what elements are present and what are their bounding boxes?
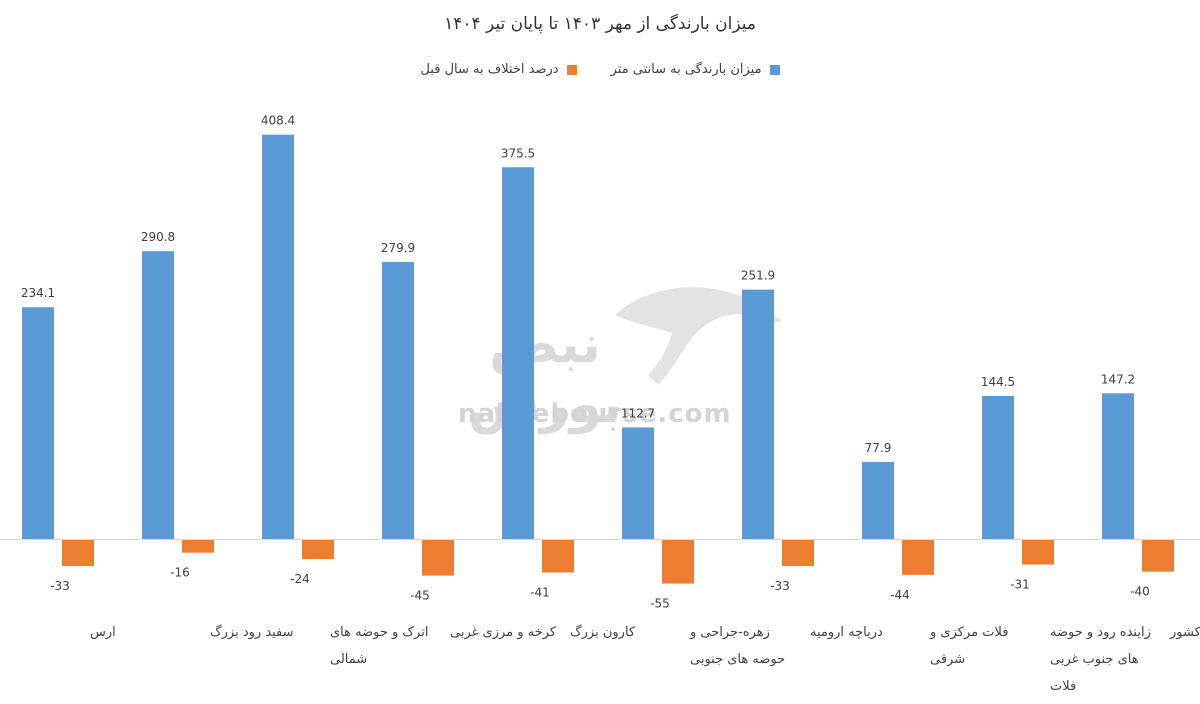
- category-label-3-line-0: کرخه و مرزی غربی: [450, 625, 557, 640]
- data-label-change-7: -44: [890, 588, 910, 602]
- data-label-change-4: -41: [530, 585, 550, 599]
- category-label-9-line-0: کشور: [1169, 625, 1200, 640]
- bar-change-4: [542, 540, 574, 573]
- category-label-8-line-1: های جنوب غربی: [1050, 652, 1139, 667]
- legend-item-rainfall: میزان بارندگی به سانتی متر: [611, 62, 780, 77]
- bar-change-0: [62, 540, 94, 567]
- category-label-2-line-1: شمالی: [330, 652, 367, 667]
- legend-label-rainfall: میزان بارندگی به سانتی متر: [610, 62, 762, 77]
- category-label-8-line-2: فلات: [1050, 679, 1076, 694]
- bar-change-9: [1142, 540, 1174, 572]
- category-label-7-line-1: شرقی: [930, 652, 965, 667]
- legend-label-change: درصد اختلاف به سال قبل: [420, 62, 559, 77]
- data-label-change-0: -33: [50, 579, 70, 593]
- bar-rainfall-0: [22, 307, 54, 539]
- category-label-7-line-0: فلات مرکزی و: [929, 625, 1008, 640]
- bar-rainfall-6: [742, 289, 774, 539]
- bar-rainfall-8: [982, 395, 1014, 539]
- category-label-6-line-0: دریاچه ارومیه: [810, 625, 883, 640]
- category-label-5-line-0: زهره-جراحی و: [689, 625, 770, 640]
- bar-rainfall-9: [1102, 393, 1134, 539]
- category-label-1-line-0: سفید رود بزرگ: [210, 623, 294, 640]
- bar-change-5: [662, 540, 694, 584]
- bar-rainfall-2: [262, 134, 294, 539]
- bar-rainfall-1: [142, 251, 174, 539]
- category-label-2-line-0: اترک و حوضه های: [330, 625, 428, 640]
- data-label-rainfall-6: 251.9: [741, 269, 775, 283]
- bar-rainfall-7: [862, 461, 894, 539]
- data-label-rainfall-1: 290.8: [141, 230, 175, 244]
- data-label-rainfall-3: 279.9: [381, 241, 415, 255]
- bar-rainfall-3: [382, 261, 414, 539]
- data-label-change-2: -24: [290, 572, 310, 586]
- chart-title: میزان بارندگی از مهر ۱۴۰۳ تا پایان تیر ۱…: [444, 14, 756, 34]
- data-label-change-6: -33: [770, 579, 790, 593]
- bar-change-2: [302, 540, 334, 560]
- bar-change-8: [1022, 540, 1054, 565]
- bar-change-1: [182, 540, 214, 553]
- category-label-8-line-0: زاینده رود و حوضه: [1050, 625, 1151, 640]
- legend-swatch-rainfall: [769, 64, 780, 75]
- legend-swatch-change: [566, 64, 577, 75]
- data-label-rainfall-8: 144.5: [981, 375, 1015, 389]
- data-label-change-3: -45: [410, 589, 430, 603]
- data-label-rainfall-7: 77.9: [865, 441, 892, 455]
- chart-legend: میزان بارندگی به سانتی متر درصد اختلاف ب…: [0, 62, 1200, 77]
- data-label-rainfall-2: 408.4: [261, 114, 295, 128]
- data-label-change-8: -31: [1010, 578, 1030, 592]
- bar-change-7: [902, 540, 934, 575]
- legend-item-change: درصد اختلاف به سال قبل: [420, 62, 577, 77]
- bar-change-6: [782, 540, 814, 567]
- bar-change-3: [422, 540, 454, 576]
- category-label-0-line-0: ارس: [90, 625, 116, 640]
- data-label-rainfall-5: 112.7: [621, 406, 655, 420]
- bar-rainfall-5: [622, 427, 654, 539]
- data-label-rainfall-0: 234.1: [21, 286, 55, 300]
- category-label-5-line-1: حوضه های جنوبی: [690, 652, 785, 667]
- category-label-4-line-0: کارون بزرگ: [570, 623, 636, 640]
- data-label-rainfall-4: 375.5: [501, 146, 535, 160]
- data-label-change-1: -16: [170, 566, 190, 580]
- bar-rainfall-4: [502, 167, 534, 539]
- data-label-change-5: -55: [650, 597, 670, 611]
- data-label-rainfall-9: 147.2: [1101, 372, 1135, 386]
- data-label-change-9: -40: [1130, 585, 1150, 599]
